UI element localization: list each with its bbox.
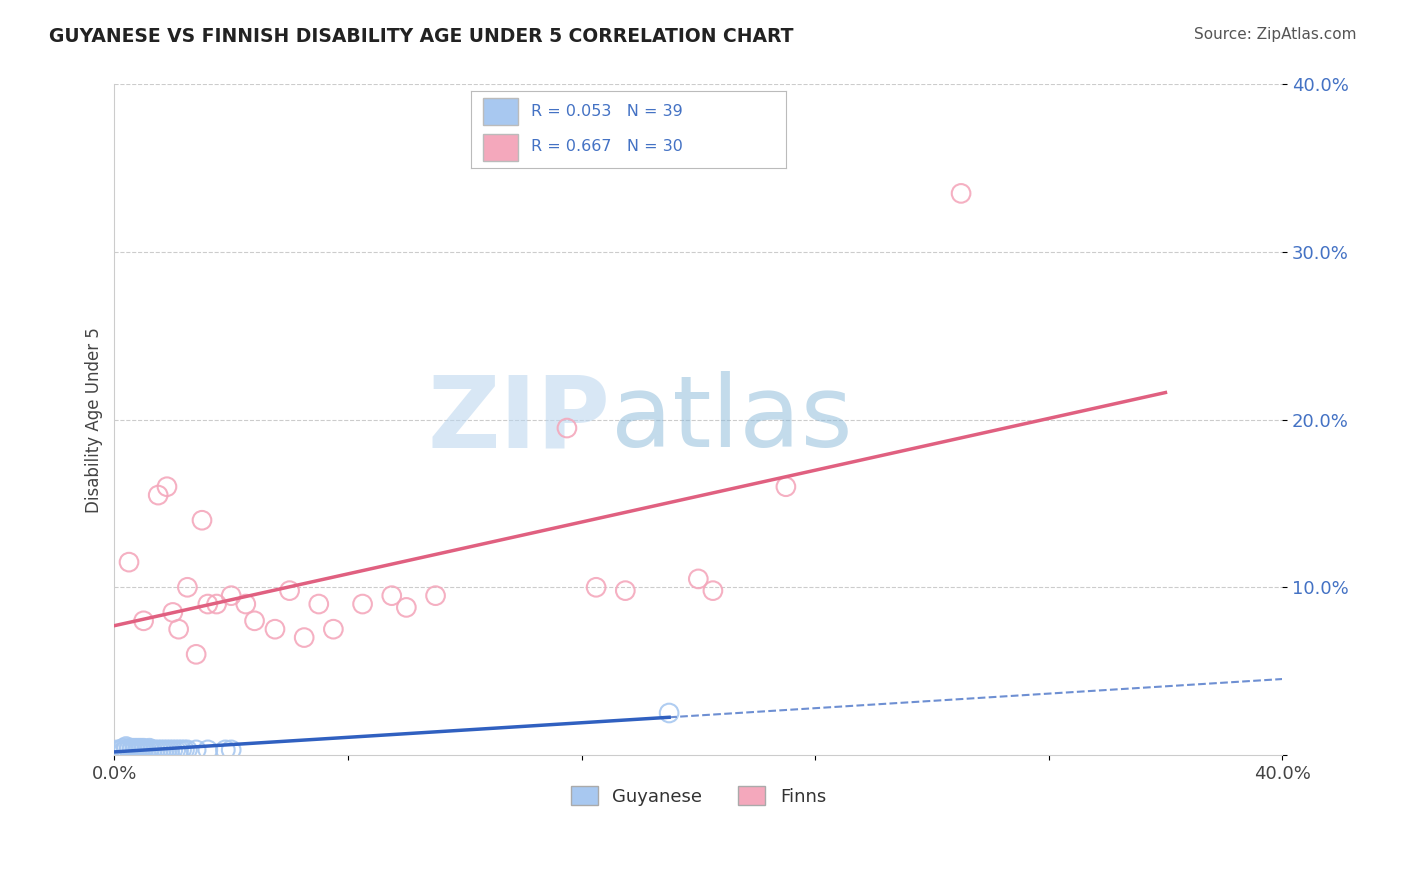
Point	[585, 580, 607, 594]
Point	[292, 631, 315, 645]
Point	[124, 743, 146, 757]
Point	[156, 480, 179, 494]
Point	[156, 743, 179, 757]
Point	[148, 488, 170, 502]
Point	[186, 743, 208, 757]
Point	[132, 743, 155, 757]
Point	[197, 597, 219, 611]
Point	[159, 743, 181, 757]
Point	[141, 743, 163, 757]
Point	[264, 622, 287, 636]
Y-axis label: Disability Age Under 5: Disability Age Under 5	[86, 326, 103, 513]
Point	[112, 741, 135, 756]
Point	[702, 583, 724, 598]
Point	[112, 745, 135, 759]
Point	[121, 743, 143, 757]
Text: GUYANESE VS FINNISH DISABILITY AGE UNDER 5 CORRELATION CHART: GUYANESE VS FINNISH DISABILITY AGE UNDER…	[49, 27, 794, 45]
Point	[308, 597, 330, 611]
Point	[235, 597, 257, 611]
Point	[105, 743, 128, 757]
Point	[688, 572, 710, 586]
Point	[110, 743, 132, 757]
Point	[278, 583, 301, 598]
Point	[775, 480, 797, 494]
Point	[132, 741, 155, 756]
Point	[381, 589, 404, 603]
Text: ZIP: ZIP	[427, 371, 610, 468]
Point	[167, 622, 190, 636]
Point	[167, 743, 190, 757]
Point	[614, 583, 637, 598]
Point	[138, 741, 160, 756]
Point	[162, 743, 184, 757]
Point	[658, 706, 681, 720]
Point	[186, 648, 208, 662]
Point	[148, 743, 170, 757]
Point	[165, 743, 187, 757]
Point	[219, 589, 242, 603]
Point	[118, 741, 141, 756]
Point	[191, 513, 214, 527]
Point	[115, 743, 138, 757]
Point	[115, 739, 138, 754]
Point	[124, 741, 146, 756]
Point	[153, 743, 176, 757]
Legend: Guyanese, Finns: Guyanese, Finns	[564, 779, 834, 813]
Point	[127, 741, 149, 756]
Point	[176, 580, 198, 594]
Point	[176, 743, 198, 757]
Point	[205, 597, 228, 611]
Point	[118, 555, 141, 569]
Point	[555, 421, 578, 435]
Text: atlas: atlas	[610, 371, 852, 468]
Point	[214, 743, 236, 757]
Point	[129, 743, 152, 757]
Point	[425, 589, 447, 603]
Point	[352, 597, 374, 611]
Point	[138, 743, 160, 757]
Point	[135, 743, 157, 757]
Point	[197, 743, 219, 757]
Point	[129, 741, 152, 756]
Point	[950, 186, 973, 201]
Point	[173, 743, 195, 757]
Point	[395, 600, 418, 615]
Point	[170, 743, 193, 757]
Point	[118, 743, 141, 757]
Point	[143, 743, 166, 757]
Point	[322, 622, 344, 636]
Point	[219, 743, 242, 757]
Text: Source: ZipAtlas.com: Source: ZipAtlas.com	[1194, 27, 1357, 42]
Point	[150, 743, 173, 757]
Point	[132, 614, 155, 628]
Point	[243, 614, 266, 628]
Point	[121, 741, 143, 756]
Point	[127, 743, 149, 757]
Point	[162, 606, 184, 620]
